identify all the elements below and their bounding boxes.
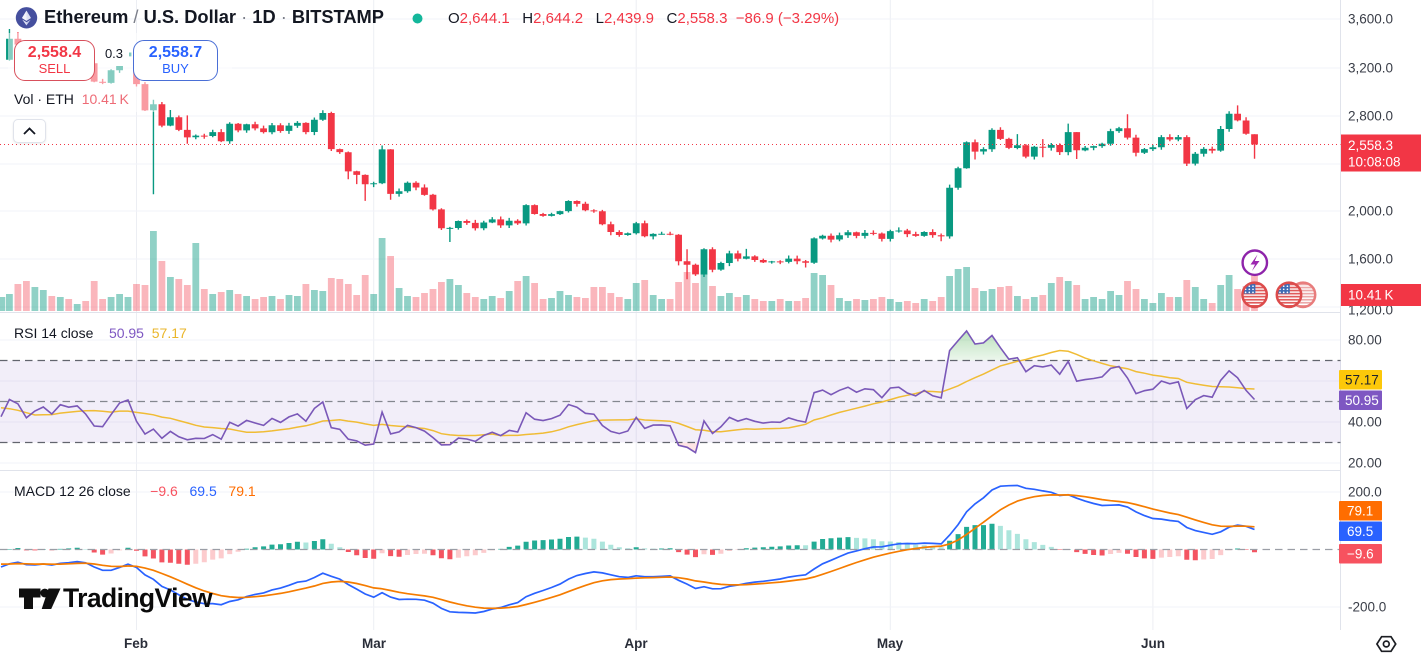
svg-text:3,200.0: 3,200.0 xyxy=(1348,61,1393,76)
svg-text:69.5: 69.5 xyxy=(1347,524,1373,539)
svg-text:200.0: 200.0 xyxy=(1348,485,1382,500)
svg-text:50.95: 50.95 xyxy=(1345,393,1379,408)
svg-text:1,200.0: 1,200.0 xyxy=(1348,303,1393,318)
svg-text:3,600.0: 3,600.0 xyxy=(1348,12,1393,27)
svg-text:−9.6: −9.6 xyxy=(1347,547,1374,562)
svg-text:2,000.0: 2,000.0 xyxy=(1348,204,1393,219)
svg-text:79.1: 79.1 xyxy=(1347,504,1373,519)
svg-text:40.00: 40.00 xyxy=(1348,415,1382,430)
svg-text:57.17: 57.17 xyxy=(1345,373,1379,388)
svg-text:2,558.3: 2,558.3 xyxy=(1348,138,1393,153)
svg-text:1,600.0: 1,600.0 xyxy=(1348,252,1393,267)
svg-text:20.00: 20.00 xyxy=(1348,456,1382,471)
svg-text:-200.0: -200.0 xyxy=(1348,600,1386,615)
svg-text:10:08:08: 10:08:08 xyxy=(1348,155,1401,170)
svg-text:10.41 K: 10.41 K xyxy=(1348,288,1394,303)
svg-text:2,800.0: 2,800.0 xyxy=(1348,109,1393,124)
svg-text:80.00: 80.00 xyxy=(1348,333,1382,348)
